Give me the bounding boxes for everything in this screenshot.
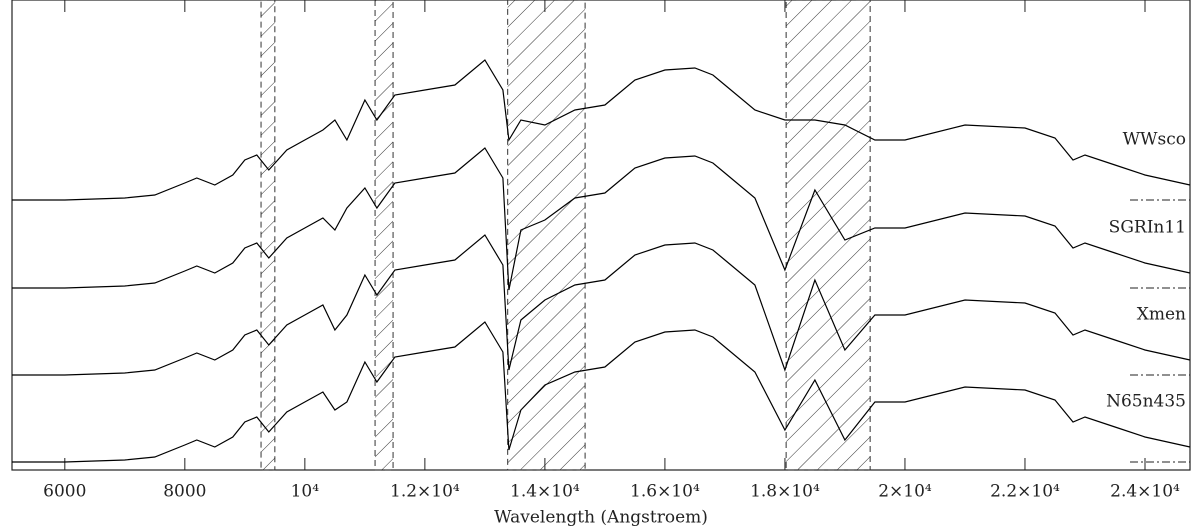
series-label: Xmen <box>1137 305 1186 325</box>
series-label: SGRIn11 <box>1109 218 1186 238</box>
x-tick-label: 2×10⁴ <box>878 482 932 502</box>
x-tick-label: 2.2×10⁴ <box>990 482 1060 502</box>
series-label: N65n435 <box>1106 392 1186 412</box>
x-tick-label: 1.8×10⁴ <box>750 482 820 502</box>
spectrum-line <box>12 147 1191 291</box>
x-tick-label: 8000 <box>163 482 206 502</box>
x-tick-label: 1.4×10⁴ <box>510 482 580 502</box>
spectrum-line <box>12 234 1191 376</box>
x-axis-title: Wavelength (Angstroem) <box>494 508 708 527</box>
x-tick-label: 6000 <box>43 482 86 502</box>
hatched-region <box>507 0 586 471</box>
plot-frame <box>11 0 1191 471</box>
x-tick-label: 2.4×10⁴ <box>1110 482 1180 502</box>
hatched-region <box>374 0 394 471</box>
spectrum-line <box>12 321 1191 463</box>
x-tick-label: 1.2×10⁴ <box>390 482 460 502</box>
series-label: WWsco <box>1123 130 1186 150</box>
hatched-region <box>260 0 276 471</box>
spectrum-line <box>12 59 1191 201</box>
x-tick-label: 1.6×10⁴ <box>630 482 700 502</box>
x-tick-label: 10⁴ <box>291 482 320 502</box>
